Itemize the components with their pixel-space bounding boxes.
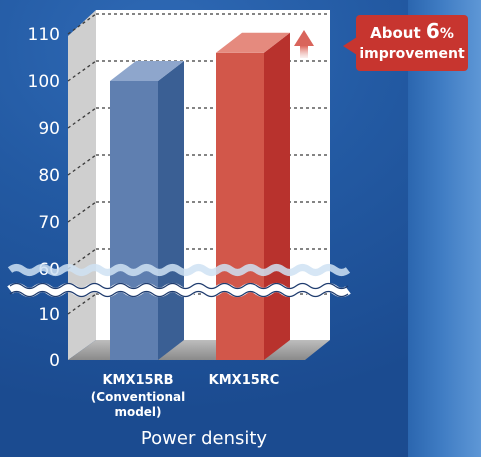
y-tick-label: 90	[38, 119, 60, 139]
x-tick-note: model)	[114, 405, 161, 419]
y-tick-label: 0	[49, 351, 60, 371]
bar-top	[110, 61, 184, 81]
x-tick-note: (Conventional	[91, 390, 185, 404]
y-tick-label: 80	[38, 166, 60, 186]
callout-unit: %	[439, 26, 454, 42]
axis-break-band	[7, 283, 351, 297]
x-axis-title: Power density	[140, 428, 268, 449]
callout-number: 6	[425, 19, 440, 43]
y-tick-label: 100	[28, 72, 60, 92]
bar	[110, 61, 184, 360]
callout-line-2: improvement	[359, 46, 465, 62]
background-strip	[408, 0, 481, 457]
callout-prefix: About	[370, 24, 426, 42]
y-tick-label: 10	[38, 305, 60, 325]
axis-break-line	[9, 290, 349, 298]
floor	[68, 340, 330, 360]
x-tick-label: KMX15RB	[102, 373, 173, 388]
bar-top	[216, 32, 290, 53]
y-tick-label: 110	[28, 25, 60, 45]
side-wall	[68, 10, 96, 360]
axis-break-line	[9, 282, 349, 290]
x-tick-label: KMX15RC	[209, 373, 280, 388]
y-tick-label: 70	[38, 213, 60, 233]
bar-front	[110, 81, 158, 360]
bar-front	[216, 52, 264, 361]
bar-side	[158, 61, 184, 360]
improvement-callout: About 6% improvement	[343, 15, 468, 71]
bar-side	[264, 32, 290, 361]
callout-line-1: About 6%	[356, 20, 468, 45]
increase-arrow-icon	[294, 30, 314, 58]
axis-break-band	[7, 264, 351, 276]
bar	[216, 32, 290, 361]
